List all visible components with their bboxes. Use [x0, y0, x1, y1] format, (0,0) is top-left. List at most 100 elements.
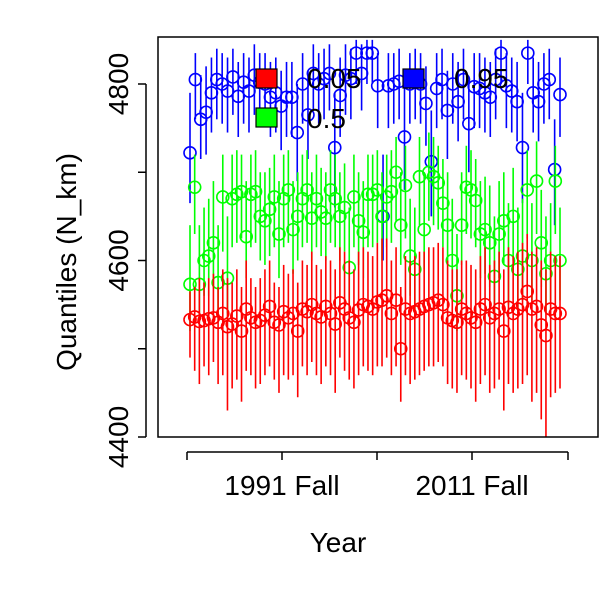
x-axis-label: Year: [310, 527, 367, 558]
data-point-0-5: [351, 213, 366, 228]
data-point-0-05: [192, 314, 207, 329]
data-point-0-5: [431, 176, 446, 190]
data-point-0-05: [187, 310, 202, 324]
data-point-0-5: [309, 191, 324, 206]
data-point-0-95: [360, 46, 374, 60]
data-point-0-05: [262, 299, 277, 314]
data-point-0-05: [290, 324, 305, 338]
data-point-0-05: [478, 297, 492, 312]
data-point-0-95: [424, 154, 439, 169]
legend-swatch-0-95: [402, 68, 425, 89]
legend: 0.05 0.5 0.95: [255, 63, 509, 134]
data-point-0-5: [440, 218, 455, 232]
data-point-0-5: [347, 190, 361, 204]
data-point-0-95: [553, 87, 567, 102]
series-0-05-layer: [183, 234, 567, 437]
data-point-0-05: [487, 306, 502, 321]
data-point-0-95: [467, 79, 482, 94]
data-point-0-95: [199, 105, 213, 120]
data-point-0-5: [300, 183, 314, 197]
data-point-0-05: [244, 311, 258, 325]
data-point-0-95: [327, 140, 342, 155]
data-point-0-05: [272, 318, 286, 332]
data-point-0-95: [370, 78, 385, 93]
legend-label-0-05: 0.05: [307, 63, 362, 94]
data-point-0-5: [201, 249, 216, 263]
data-point-0-05: [450, 315, 464, 330]
x-tick-label-1991: 1991 Fall: [224, 470, 339, 501]
data-point-0-5: [187, 180, 202, 195]
data-point-0-5: [482, 236, 497, 250]
data-point-0-5: [473, 227, 488, 241]
data-point-0-05: [347, 315, 361, 330]
y-tick-label: 4800: [103, 53, 134, 115]
data-point-0-95: [322, 66, 337, 81]
data-point-0-5: [215, 190, 230, 204]
data-point-0-05: [539, 328, 553, 343]
data-point-0-5: [520, 183, 535, 197]
data-point-0-95: [488, 72, 503, 87]
plot-frame: [157, 36, 599, 438]
data-point-0-5: [337, 200, 352, 215]
data-point-0-5: [436, 196, 450, 210]
data-point-0-95: [494, 46, 508, 60]
data-point-0-95: [515, 140, 530, 155]
data-point-0-95: [456, 72, 471, 87]
data-point-0-5: [445, 253, 460, 268]
data-point-0-95: [242, 84, 256, 98]
data-point-0-5: [304, 211, 319, 225]
data-point-0-5: [422, 165, 436, 180]
data-point-0-05: [393, 341, 408, 356]
data-point-0-5: [272, 227, 286, 241]
series-0-5-layer: [183, 132, 567, 332]
x-axis: 1991 Fall 2011 Fall: [186, 451, 569, 501]
data-point-0-5: [206, 236, 221, 250]
data-point-0-05: [464, 311, 478, 325]
data-point-0-95: [462, 116, 476, 131]
data-point-0-05: [431, 293, 446, 308]
data-point-0-05: [553, 306, 567, 321]
data-point-0-05: [454, 302, 469, 316]
data-point-0-5: [286, 222, 300, 237]
data-point-0-5: [506, 209, 520, 224]
data-point-0-05: [365, 302, 380, 316]
data-point-0-05: [201, 311, 216, 326]
data-point-0-05: [384, 306, 399, 321]
data-point-0-05: [468, 315, 483, 330]
data-point-0-5: [454, 218, 469, 232]
data-point-0-95: [183, 146, 197, 160]
data-point-0-5: [262, 202, 277, 217]
data-point-0-95: [220, 84, 235, 98]
data-point-0-95: [531, 94, 546, 109]
data-point-0-95: [290, 125, 305, 140]
data-point-0-95: [397, 130, 412, 144]
data-point-0-95: [451, 94, 465, 109]
data-point-0-95: [301, 108, 315, 122]
data-point-0-95: [349, 46, 364, 60]
data-point-0-05: [436, 297, 450, 312]
y-tick-label: 4400: [103, 406, 134, 468]
legend-swatch-0-5: [255, 107, 278, 128]
data-point-0-05: [215, 306, 230, 321]
data-point-0-5: [183, 277, 197, 292]
data-point-0-5: [328, 191, 342, 206]
data-point-0-05: [511, 302, 525, 316]
data-point-0-5: [478, 222, 492, 237]
data-point-0-5: [319, 211, 333, 225]
data-point-0-05: [398, 302, 413, 316]
y-axis: 4400 4600 4800: [103, 53, 147, 468]
legend-swatch-0-05: [255, 68, 278, 89]
legend-label-0-5: 0.5: [307, 103, 346, 134]
data-point-0-95: [542, 72, 557, 87]
data-point-0-5: [370, 183, 385, 197]
data-point-0-5: [534, 236, 549, 250]
data-point-0-5: [393, 218, 408, 232]
data-point-0-95: [204, 86, 219, 100]
data-point-0-05: [328, 317, 342, 331]
data-point-0-95: [521, 46, 535, 60]
data-point-0-5: [258, 213, 272, 228]
data-point-0-5: [365, 187, 380, 202]
data-point-0-5: [253, 209, 268, 224]
data-point-0-95: [285, 90, 299, 105]
data-point-0-05: [375, 293, 389, 308]
